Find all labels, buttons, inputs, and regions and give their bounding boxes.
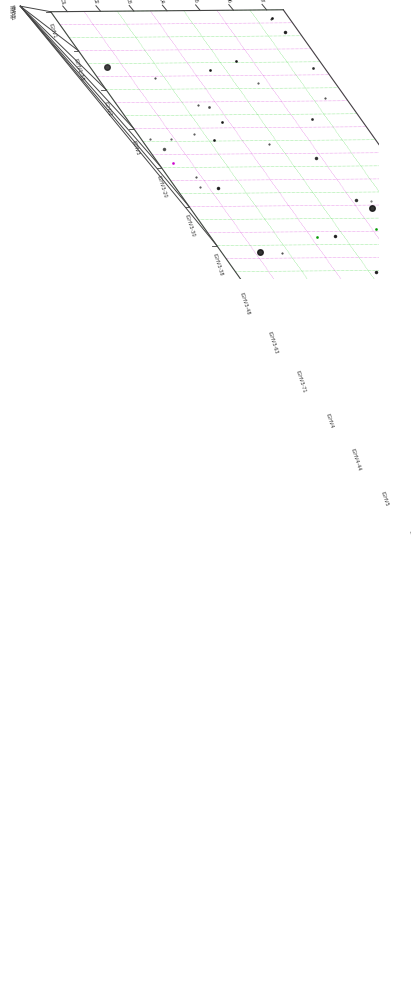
Text: D4: D4 — [158, 0, 165, 5]
Text: IGHV3-48: IGHV3-48 — [239, 292, 251, 316]
Text: IGHV3-71: IGHV3-71 — [294, 370, 306, 394]
Text: IGHV3: IGHV3 — [131, 140, 140, 156]
Text: J5: J5 — [9, 5, 16, 11]
Text: J4: J4 — [9, 8, 16, 14]
Text: D3: D3 — [125, 0, 132, 5]
Text: IGHV3-38: IGHV3-38 — [211, 253, 223, 277]
Text: J1: J1 — [9, 14, 16, 20]
Text: J3: J3 — [9, 10, 16, 16]
Text: IGHV5: IGHV5 — [380, 491, 389, 507]
Text: D1: D1 — [58, 0, 65, 5]
Text: IGHV1: IGHV1 — [48, 23, 57, 39]
Text: IGHV4-44: IGHV4-44 — [350, 448, 362, 472]
Text: IGHV7: IGHV7 — [408, 530, 411, 546]
Text: J2: J2 — [9, 12, 16, 18]
Text: D6: D6 — [224, 0, 231, 4]
Text: IGHV4: IGHV4 — [324, 413, 334, 429]
Text: IGHV2: IGHV2 — [103, 101, 113, 117]
Text: J6: J6 — [9, 3, 16, 9]
Text: IGHV3-20: IGHV3-20 — [156, 175, 168, 199]
Text: D5: D5 — [191, 0, 198, 4]
Text: IGHV3-30: IGHV3-30 — [184, 214, 196, 238]
Text: D2: D2 — [92, 0, 99, 5]
Text: D7: D7 — [258, 0, 265, 4]
Text: IGHV3-63: IGHV3-63 — [267, 331, 279, 355]
Text: IGHV1-58: IGHV1-58 — [73, 58, 85, 82]
